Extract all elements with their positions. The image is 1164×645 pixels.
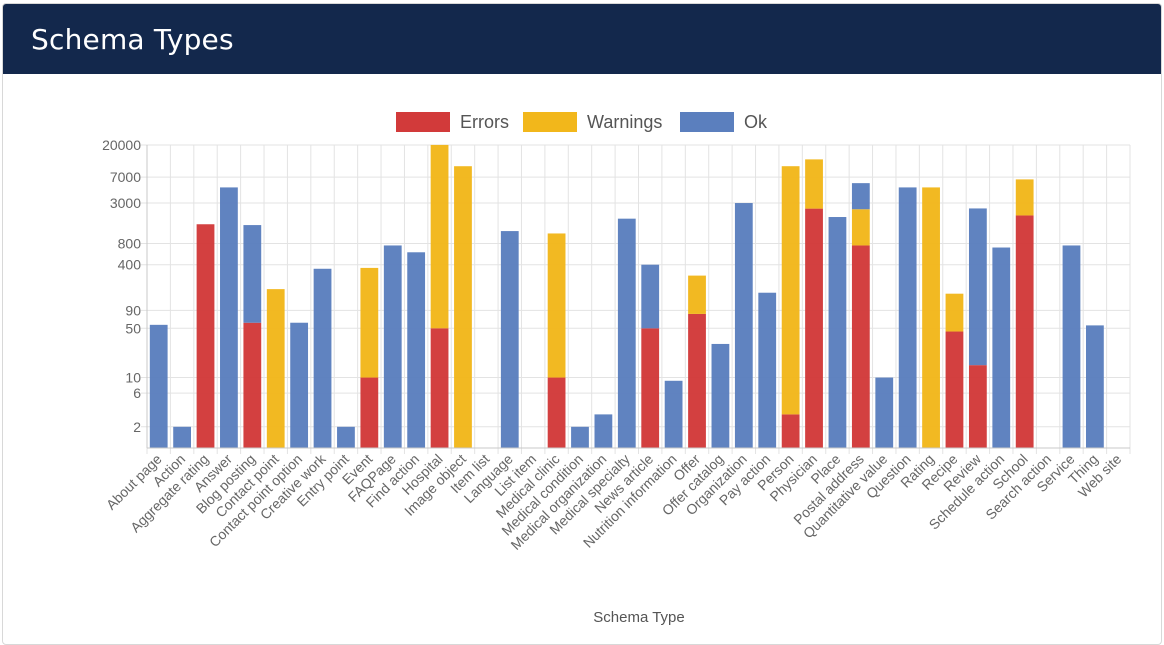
legend-label-errors[interactable]: Errors xyxy=(460,112,509,132)
bar-ok-entry-point[interactable] xyxy=(337,426,355,448)
bar-ok-organization[interactable] xyxy=(734,203,753,448)
bar-warnings-image-object[interactable] xyxy=(454,166,472,448)
bar-errors-news-article[interactable] xyxy=(641,328,660,448)
legend-swatch-errors[interactable] xyxy=(396,112,450,132)
bar-warnings-person[interactable] xyxy=(781,166,800,415)
bar-ok-offer-catalog[interactable] xyxy=(711,343,730,448)
legend-label-warnings[interactable]: Warnings xyxy=(587,112,662,132)
bar-errors-aggregate-rating[interactable] xyxy=(196,224,215,448)
bar-warnings-rating[interactable] xyxy=(922,187,940,448)
bar-ok-find-action[interactable] xyxy=(407,252,426,448)
y-tick-label: 400 xyxy=(118,257,142,273)
chart-bars xyxy=(149,144,1104,448)
card-header: Schema Types xyxy=(3,4,1161,74)
bar-ok-about-page[interactable] xyxy=(149,324,168,448)
bar-ok-postal-address[interactable] xyxy=(851,183,870,210)
y-tick-label: 10 xyxy=(125,370,141,386)
y-tick-label: 800 xyxy=(118,235,142,251)
bar-errors-review[interactable] xyxy=(968,365,987,448)
bar-warnings-school[interactable] xyxy=(1015,179,1034,216)
y-tick-label: 7000 xyxy=(110,169,141,185)
bar-ok-medical-condition[interactable] xyxy=(571,426,589,448)
x-axis-title: Schema Type xyxy=(593,609,684,626)
bar-ok-schedule-action[interactable] xyxy=(992,247,1011,448)
bar-ok-contact-point-option[interactable] xyxy=(290,322,309,448)
y-tick-label: 2 xyxy=(133,419,141,435)
y-tick-label: 6 xyxy=(133,385,141,401)
bar-errors-recipe[interactable] xyxy=(945,331,964,448)
bar-errors-blog-posting[interactable] xyxy=(243,322,262,448)
bar-ok-news-article[interactable] xyxy=(641,264,660,329)
chart-card: Schema Types xyxy=(2,3,1162,645)
bar-errors-medical-clinic[interactable] xyxy=(547,377,566,448)
y-tick-label: 20000 xyxy=(102,137,141,153)
bar-ok-pay-action[interactable] xyxy=(758,292,777,448)
legend-swatch-warnings[interactable] xyxy=(523,112,577,132)
y-axis: 20000 7000 3000 800 400 90 50 106 2 xyxy=(102,137,148,448)
bar-ok-place[interactable] xyxy=(828,217,847,448)
bar-ok-answer[interactable] xyxy=(220,187,238,448)
bar-ok-medical-specialty[interactable] xyxy=(617,218,636,448)
bar-errors-hospital[interactable] xyxy=(430,328,449,448)
bar-warnings-hospital[interactable] xyxy=(430,144,449,329)
bar-ok-language[interactable] xyxy=(500,231,519,448)
page-title: Schema Types xyxy=(31,22,234,56)
bar-warnings-event[interactable] xyxy=(360,267,379,378)
bar-ok-creative-work[interactable] xyxy=(313,268,332,448)
bar-ok-review[interactable] xyxy=(968,208,987,366)
bar-warnings-physician[interactable] xyxy=(805,159,823,209)
bar-ok-nutrition-information[interactable] xyxy=(664,380,683,448)
bar-warnings-recipe[interactable] xyxy=(945,293,964,332)
bar-ok-thing[interactable] xyxy=(1086,325,1104,448)
bar-errors-physician[interactable] xyxy=(805,208,823,448)
bar-ok-service[interactable] xyxy=(1062,245,1081,448)
bar-ok-quantitative-value[interactable] xyxy=(875,377,894,448)
legend-swatch-ok[interactable] xyxy=(680,112,734,132)
legend-label-ok[interactable]: Ok xyxy=(744,112,768,132)
bar-warnings-medical-clinic[interactable] xyxy=(547,233,566,378)
bar-errors-postal-address[interactable] xyxy=(851,245,870,448)
bar-errors-person[interactable] xyxy=(781,414,800,448)
bar-ok-medical-organization[interactable] xyxy=(594,414,613,448)
bar-errors-school[interactable] xyxy=(1015,215,1034,448)
bar-ok-action[interactable] xyxy=(173,426,191,448)
bar-warnings-postal-address[interactable] xyxy=(851,209,870,246)
bar-ok-faqpage[interactable] xyxy=(383,245,402,448)
bar-ok-question[interactable] xyxy=(898,187,917,448)
y-tick-label: 3000 xyxy=(110,195,141,211)
chart-legend: Errors Warnings Ok xyxy=(396,112,768,132)
y-tick-label: 90 xyxy=(125,302,141,318)
bar-warnings-contact-point[interactable] xyxy=(266,289,285,448)
bar-warnings-offer[interactable] xyxy=(688,275,706,314)
bar-errors-event[interactable] xyxy=(360,377,379,448)
bar-ok-blog-posting[interactable] xyxy=(243,225,262,323)
bar-errors-offer[interactable] xyxy=(688,313,706,448)
y-tick-label: 50 xyxy=(125,320,141,336)
